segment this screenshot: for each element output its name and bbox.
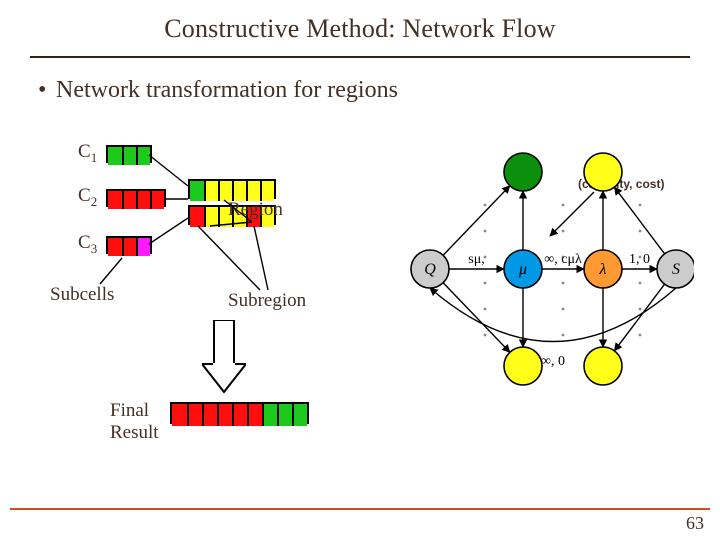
grid-cell	[150, 191, 164, 209]
svg-text:μ: μ	[518, 261, 527, 278]
grid-c3	[106, 236, 152, 254]
grid-cell	[262, 404, 277, 426]
grid-cell	[232, 181, 246, 201]
label-region: Region	[228, 199, 283, 221]
grid-cell	[122, 238, 136, 256]
svg-text:∞, cμλ: ∞, cμλ	[544, 252, 582, 267]
label-subcells: Subcells	[50, 284, 114, 306]
grid-cell	[204, 181, 218, 201]
grid-final	[170, 402, 309, 424]
grid-cell	[136, 238, 150, 256]
grid-cell	[108, 191, 122, 209]
grid-region-1	[188, 179, 276, 199]
grid-cell	[108, 238, 122, 256]
footer-rule	[10, 508, 710, 510]
grid-cell	[277, 404, 292, 426]
grid-cell	[218, 181, 232, 201]
grid-cell	[172, 404, 187, 426]
grid-cell	[260, 181, 274, 201]
grid-c1	[106, 145, 152, 163]
grid-cell	[292, 404, 307, 426]
svg-text:sμ,: sμ,	[468, 252, 484, 267]
grid-c2	[106, 189, 166, 207]
svg-text:S: S	[672, 261, 680, 278]
svg-text:Q: Q	[424, 261, 436, 278]
network-graph: Qμ λ Ssμ, ∞, cμλ 1, 0 ∞, 0	[410, 145, 694, 393]
grid-cell	[190, 207, 204, 227]
grid-cell	[232, 404, 247, 426]
grid-cell	[217, 404, 232, 426]
svg-text:∞, 0: ∞, 0	[541, 354, 565, 369]
big-arrow-icon	[202, 320, 246, 394]
label-final: Final	[110, 400, 149, 422]
svg-text:1, 0: 1, 0	[629, 252, 650, 267]
grid-cell	[190, 181, 204, 201]
label-c3: C3	[78, 232, 97, 257]
grid-cell	[204, 207, 218, 227]
grid-cell	[108, 147, 122, 165]
grid-cell	[122, 147, 136, 165]
grid-cell	[187, 404, 202, 426]
page-number: 63	[686, 513, 704, 534]
svg-text:λ: λ	[599, 261, 607, 278]
label-c1: C1	[78, 141, 97, 166]
grid-cell	[247, 404, 262, 426]
grid-cell	[136, 191, 150, 209]
grid-cell	[136, 147, 150, 165]
label-result: Result	[110, 422, 159, 444]
grid-cell	[122, 191, 136, 209]
bullet-text: Network transformation for regions	[56, 77, 398, 104]
slide-title: Constructive Method: Network Flow	[0, 0, 720, 44]
label-subregion: Subregion	[228, 290, 306, 312]
title-rule	[30, 56, 690, 58]
grid-cell	[246, 181, 260, 201]
grid-cell	[202, 404, 217, 426]
label-c2: C2	[78, 185, 97, 210]
